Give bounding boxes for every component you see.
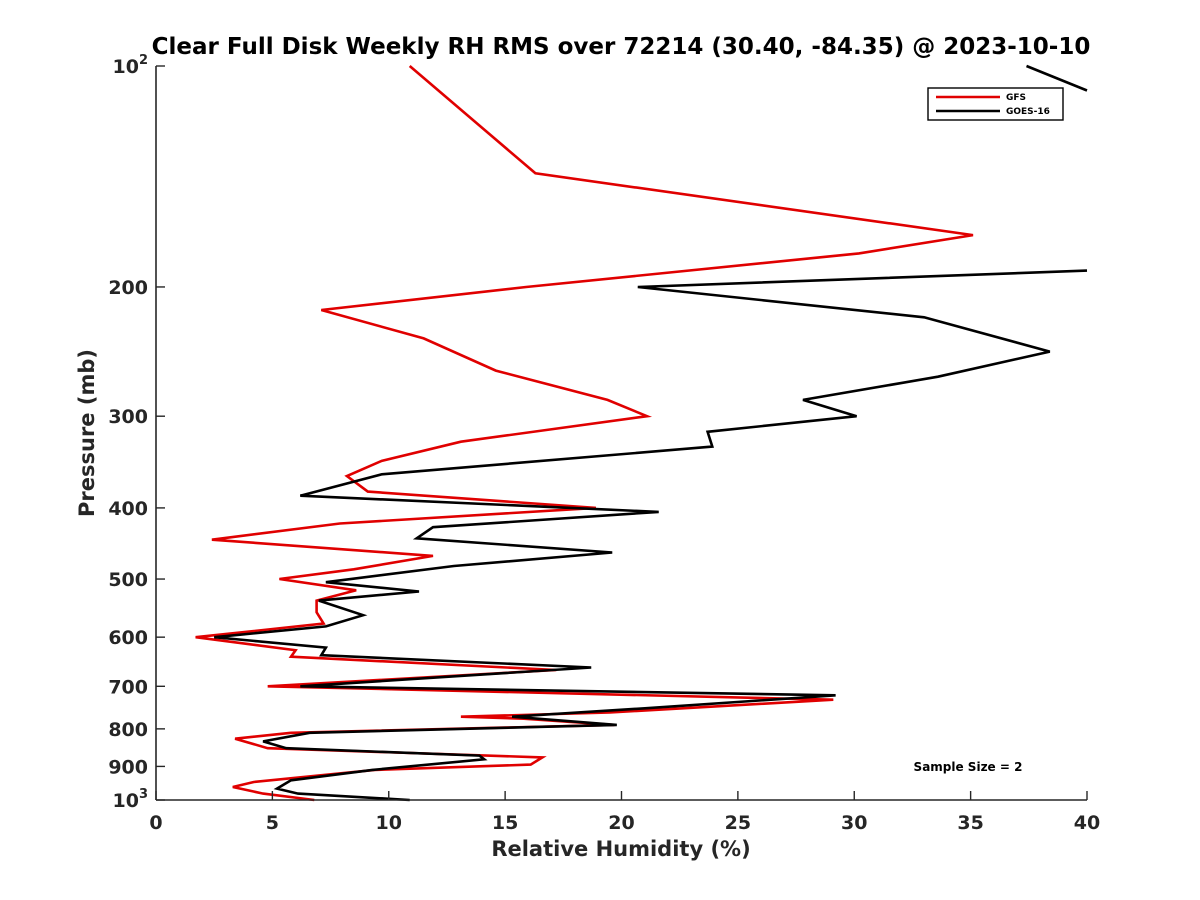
y-tick-label: 900: [108, 756, 148, 778]
plot-series: [195, 64, 1088, 802]
y-tick-label: 600: [108, 627, 148, 649]
y-tick-label: 800: [108, 719, 148, 741]
y-tick-label: 300: [108, 406, 148, 428]
y-ticks: 102 200 300 400 500 600 700 800 900 103: [108, 53, 165, 812]
series-line-extra-segment: [1026, 64, 1088, 92]
y-tick-label: 200: [108, 277, 148, 299]
legend-label-goes16: GOES-16: [1006, 107, 1050, 117]
legend-label-gfs: GFS: [1006, 93, 1026, 103]
legend: GFS GOES-16: [927, 87, 1064, 121]
x-tick-label: 10: [376, 812, 402, 834]
y-tick-label: 400: [108, 498, 148, 520]
series-line-goes16: [214, 269, 1088, 802]
series-line-gfs: [195, 65, 974, 802]
x-tick-label: 30: [841, 812, 867, 834]
axes: [155, 66, 1087, 801]
x-tick-label: 35: [957, 812, 983, 834]
x-axis-label: Relative Humidity (%): [491, 837, 750, 861]
x-tick-label: 25: [725, 812, 751, 834]
x-tick-label: 5: [266, 812, 279, 834]
x-tick-label: 15: [492, 812, 518, 834]
x-tick-label: 40: [1074, 812, 1100, 834]
chart-title: Clear Full Disk Weekly RH RMS over 72214…: [152, 34, 1091, 60]
sample-size-annotation: Sample Size = 2: [914, 760, 1023, 774]
x-ticks: 0 5 10 15 20 25 30 35 40: [149, 791, 1100, 834]
x-tick-label: 0: [149, 812, 162, 834]
y-axis-label: Pressure (mb): [75, 349, 99, 517]
y-tick-label: 500: [108, 569, 148, 591]
legend-box: [927, 87, 1064, 121]
y-tick-label: 103: [113, 787, 149, 812]
x-tick-label: 20: [608, 812, 634, 834]
y-tick-label: 700: [108, 676, 148, 698]
y-tick-label: 102: [113, 53, 149, 78]
